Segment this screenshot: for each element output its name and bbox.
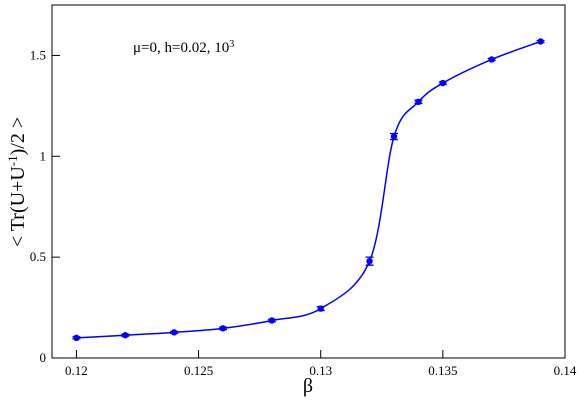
annotation-sup: 3: [229, 39, 234, 50]
annotation-text: μ=0, h=0.02, 10: [133, 40, 229, 56]
y-tick-label: 1.5: [30, 47, 46, 62]
x-axis-label: β: [303, 375, 313, 397]
y-axis-label: < Tr(U+U-1)/2 >: [5, 117, 30, 247]
data-point: [219, 325, 227, 332]
data-point: [268, 317, 276, 324]
x-tick-label: 0.13: [309, 363, 332, 378]
y-tick-label: 0: [40, 350, 47, 365]
x-tick-label: 0.14: [554, 363, 577, 378]
y-label-tail: )/2 >: [7, 117, 29, 156]
data-point: [366, 257, 373, 265]
data-point: [488, 56, 495, 63]
fit-line: [76, 40, 541, 339]
plot-frame: [51, 4, 566, 359]
data-point: [415, 98, 422, 106]
annotation: μ=0, h=0.02, 103: [133, 39, 234, 57]
data-point: [317, 305, 324, 312]
y-label-sup: -1: [5, 155, 20, 166]
y-tick-label: 0.5: [30, 249, 46, 264]
x-tick-label: 0.12: [65, 363, 88, 378]
y-tick-label: 1: [40, 148, 47, 163]
y-label-text: < Tr(U+U: [7, 166, 29, 247]
data-point: [73, 334, 80, 342]
x-tick-label: 0.125: [184, 363, 213, 378]
data-point: [170, 329, 178, 336]
data-point: [122, 332, 129, 339]
data-point: [390, 133, 398, 140]
data-point: [537, 38, 544, 45]
data-point: [439, 79, 447, 87]
x-tick-label: 0.135: [428, 363, 457, 378]
